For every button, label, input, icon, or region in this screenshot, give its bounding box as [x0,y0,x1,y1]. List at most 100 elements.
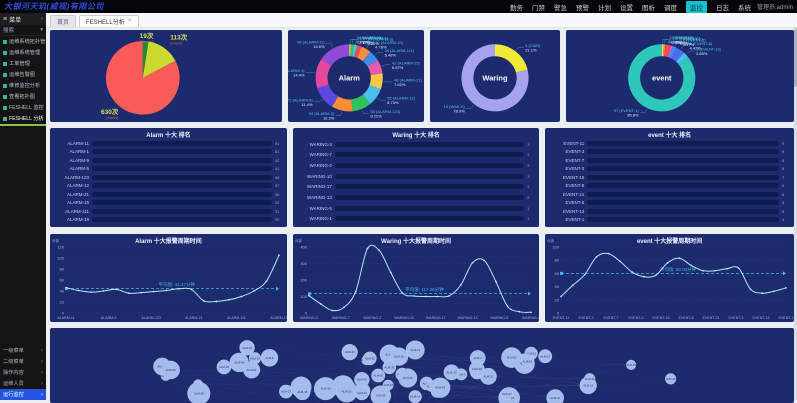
sidebar-search-row[interactable]: 搜索 ▾ [0,25,46,36]
svg-text:0: 0 [557,311,560,316]
sidebar-item-7[interactable]: FESHELL 分析 [0,113,46,126]
bar-row[interactable]: EVENT-2 8 [548,166,791,171]
sidebar-item-2[interactable]: 工单管理 [0,58,46,69]
bar-value: 33 [275,200,284,205]
alarm-donut-panel[interactable]: 5 (ALARM-6)0.79%8 (ALARM-8)1.27%11 (ALAR… [288,30,424,122]
nav-item-4[interactable]: 计划 [598,2,611,12]
event-donut-panel[interactable]: 1 (EVENT-3)0.88%1 (EVENT-7)0.88%3 (EVENT… [566,30,794,122]
svg-text:ALM-40: ALM-40 [321,387,331,391]
tab-close-icon[interactable]: × [128,18,132,25]
bar-track [335,184,524,189]
svg-text:80: 80 [555,258,560,263]
nav-item-2[interactable]: 警急 [554,2,567,12]
bar-label: ALARM-21 [53,192,89,197]
nav-item-1[interactable]: 门禁 [532,2,545,12]
nav-item-10[interactable]: 系统 [738,2,751,12]
nav-item-6[interactable]: 图析 [642,2,655,12]
sidebar-bottom-item-3[interactable]: 运维人员› [0,378,46,389]
bar-value: 8 [782,166,791,171]
sidebar-item-0[interactable]: 运维系统拓扑管理 [0,36,46,47]
panel-title: event 十大 排名 [545,130,794,139]
donut-center-label: Waring [482,73,508,82]
overview-pie-panel[interactable]: 19次(Waring)113次(event)630次(Alarm) [50,30,282,122]
sidebar-item-label: FESHELL 监控 [9,104,44,111]
nav-item-7[interactable]: 调度 [664,2,677,12]
sidebar-item-label: 运维系统管理 [9,49,40,56]
sidebar-bottom-item-2[interactable]: 操作内容› [0,367,46,378]
svg-text:100: 100 [57,256,64,261]
pie-chart-canvas[interactable]: 19次(Waring)113次(event)630次(Alarm) [50,30,282,122]
nav-item-0[interactable]: 勤务 [510,2,523,12]
donut-chart-canvas[interactable]: 1 (EVENT-3)0.88%1 (EVENT-7)0.88%3 (EVENT… [566,30,794,122]
svg-text:15.6%: 15.6% [313,44,325,49]
donut-chart-canvas[interactable]: 5 (ALARM-6)0.79%8 (ALARM-8)1.27%11 (ALAR… [288,30,424,122]
topology-network-panel[interactable]: ALM-1ALM-2ALM-3ALM-4ALM-5ALM-6ALM-7ALM-8… [50,328,794,403]
nav-item-3[interactable]: 预警 [576,2,589,12]
bar-label: EVENT-2 [548,166,584,171]
nav-item-9[interactable]: 日志 [716,2,729,12]
tab-1[interactable]: FESHELL分析× [79,15,138,27]
donut-chart-canvas[interactable]: 4 (CAM)21.1%15 (WAE-S)78.9%Waring [430,30,560,122]
waring-donut-panel[interactable]: 4 (CAM)21.1%15 (WAE-S)78.9%Waring [430,30,560,122]
sidebar-item-1[interactable]: 运维系统管理 [0,47,46,58]
sidebar-bottom-item-1[interactable]: 二级菜单› [0,356,46,367]
sidebar-item-6[interactable]: FESHELL 监控 [0,102,46,113]
sidebar-header[interactable]: ≡ 菜单 › [0,13,46,25]
bar-label: EVENT-8 [548,183,584,188]
panel-title: Waring 十大 排名 [293,130,539,139]
svg-text:ALARM-111: ALARM-111 [227,316,246,320]
sidebar-item-3[interactable]: 运维告警图 [0,69,46,80]
nav-item-5[interactable]: 设置 [620,2,633,12]
network-graph-canvas[interactable]: ALM-1ALM-2ALM-3ALM-4ALM-5ALM-6ALM-7ALM-8… [50,328,794,403]
sidebar-item-4[interactable]: 维修监控分析 [0,80,46,91]
sidebar-bottom-item-0[interactable]: 一级菜单› [0,345,46,356]
panel-title: Waring 十大报警周期时间 [293,236,539,245]
tab-0[interactable]: 首页 [50,15,76,27]
svg-text:WARING-2: WARING-2 [363,316,381,320]
bar-label: WARING-5 [296,206,332,211]
svg-text:ALM-4: ALM-4 [474,356,483,360]
bar-track [92,166,272,171]
nav-item-8[interactable]: 监控 [686,1,707,13]
svg-text:40: 40 [60,289,65,294]
sidebar-item-5[interactable]: 查看拓扑图 [0,91,46,102]
bar-value: 9 [782,149,791,154]
sidebar-bottom-item-4[interactable]: 运行监控› [0,389,46,400]
